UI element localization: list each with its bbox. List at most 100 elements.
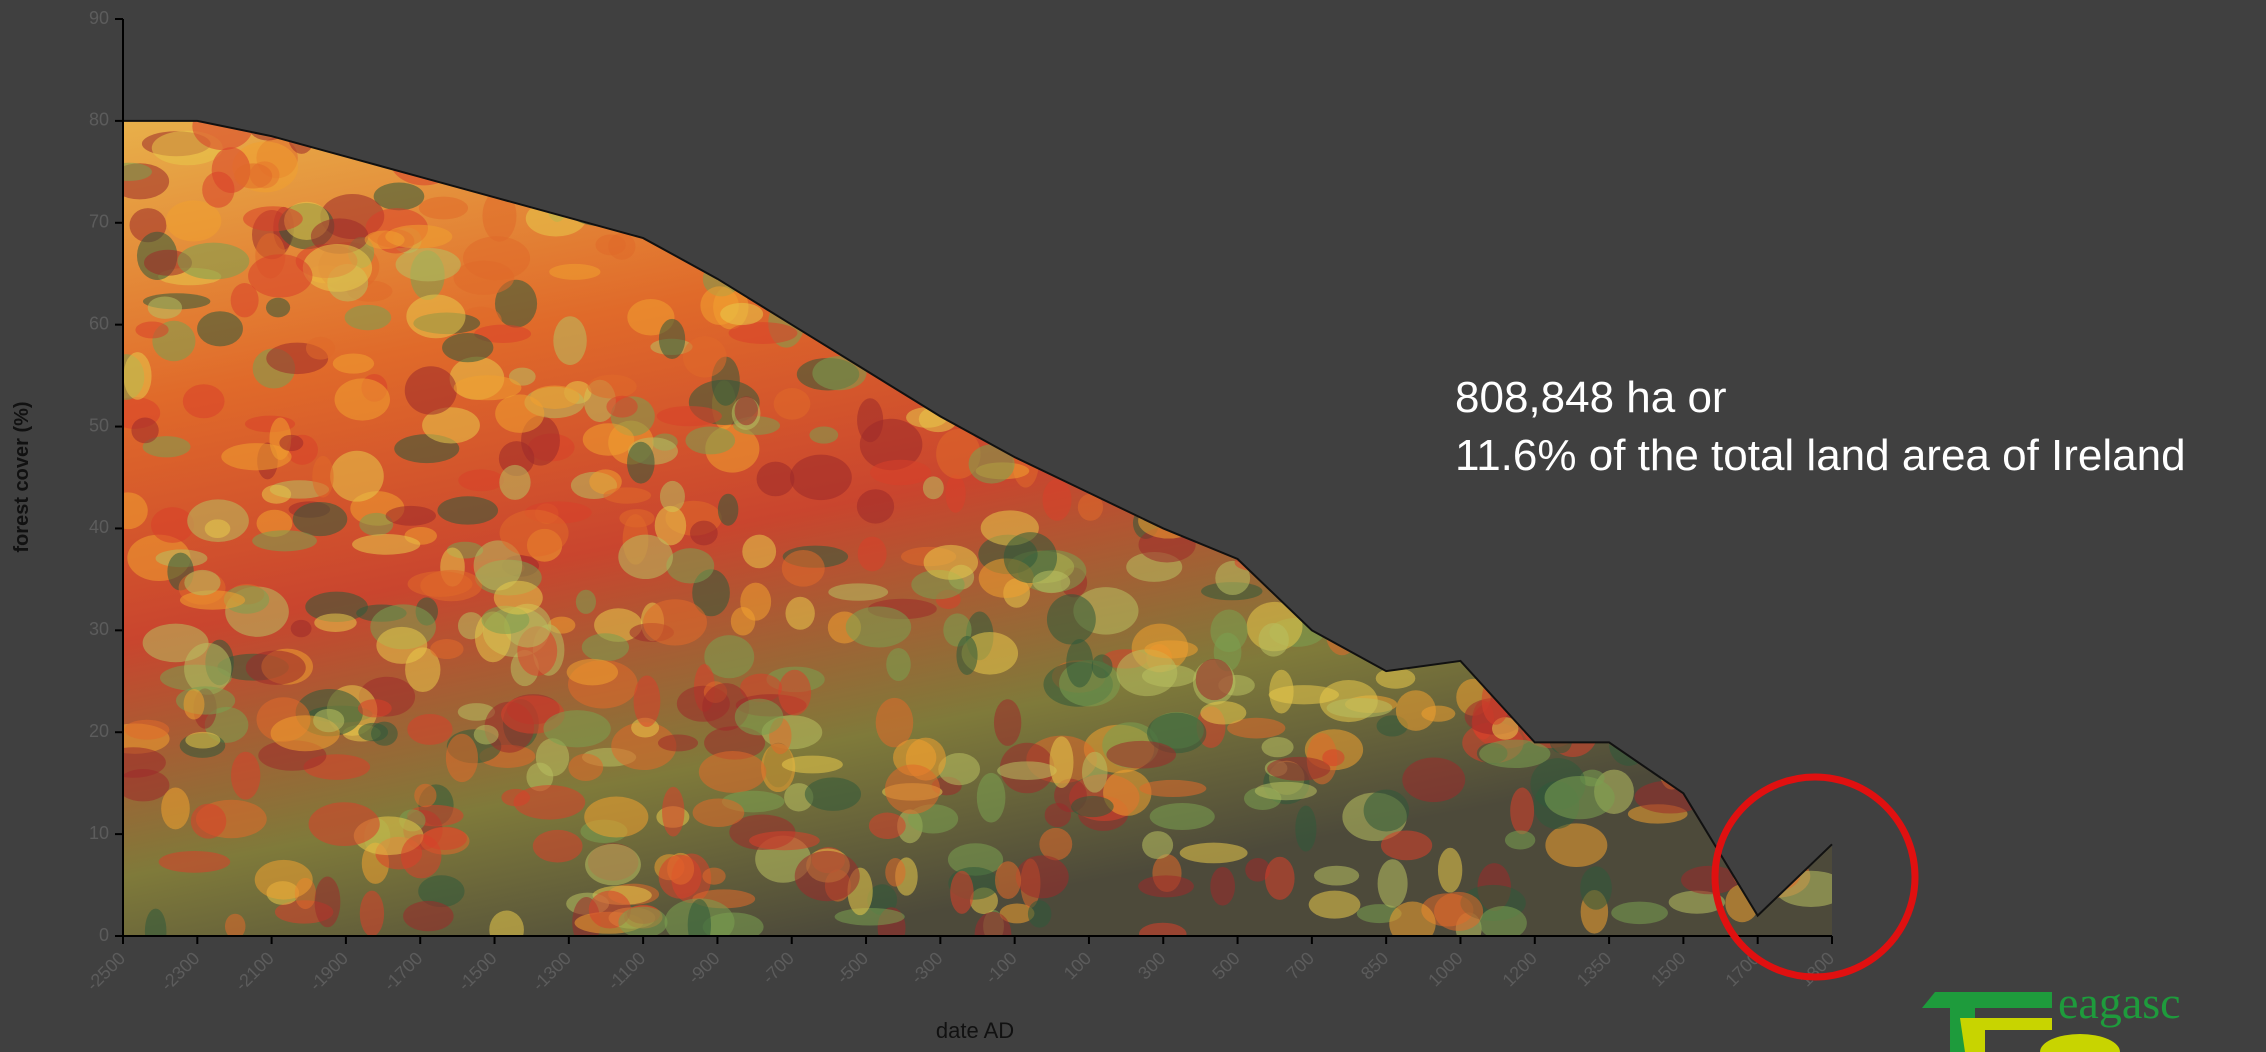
foliage-blob — [243, 206, 303, 231]
foliage-blob — [1049, 736, 1073, 788]
foliage-blob — [1150, 803, 1215, 830]
foliage-blob — [828, 583, 888, 600]
foliage-blob — [1043, 479, 1072, 521]
foliage-blob — [1378, 859, 1408, 907]
foliage-blob — [740, 583, 771, 621]
foliage-blob — [634, 675, 661, 726]
foliage-blob — [945, 474, 965, 512]
foliage-blob — [376, 627, 427, 664]
foliage-blob — [184, 570, 220, 595]
foliage-blob — [588, 375, 637, 399]
foliage-blob — [1196, 659, 1233, 700]
foliage-blob — [360, 891, 384, 937]
foliage-blob — [720, 303, 763, 325]
foliage-blob — [1032, 571, 1070, 594]
foliage-blob — [582, 633, 629, 661]
foliage-blob — [568, 754, 603, 781]
foliage-blob — [248, 254, 312, 297]
foliage-blob — [430, 639, 463, 659]
foliage-blob — [1200, 701, 1246, 724]
foliage-blob — [1142, 831, 1173, 859]
chart: 0102030405060708090-2500-2300-2100-1900-… — [0, 0, 2266, 1052]
foliage-blob — [309, 802, 380, 846]
foliage-blob — [1047, 594, 1096, 644]
foliage-blob — [458, 469, 504, 491]
foliage-blob — [997, 761, 1057, 780]
foliage-blob — [335, 378, 390, 420]
foliage-blob — [1580, 866, 1612, 909]
foliage-blob — [1611, 902, 1668, 925]
foliage-blob — [314, 613, 356, 631]
foliage-blob — [778, 670, 811, 716]
foliage-blob — [774, 388, 811, 420]
foliage-blob — [151, 507, 194, 543]
foliage-blob — [567, 659, 618, 686]
foliage-blob — [191, 804, 226, 839]
foliage-blob — [1139, 780, 1206, 797]
foliage-blob — [659, 855, 702, 899]
foliage-blob — [407, 714, 452, 745]
foliage-blob — [657, 406, 722, 426]
foliage-blob — [184, 689, 205, 720]
foliage-blob — [1039, 828, 1072, 860]
foliage-blob — [994, 699, 1021, 746]
foliage-blob — [1479, 906, 1527, 940]
foliage-blob — [125, 720, 170, 740]
foliage-blob — [790, 455, 852, 500]
foliage-blob — [553, 316, 586, 365]
foliage-blob — [1071, 796, 1114, 817]
foliage-blob — [785, 597, 814, 630]
foliage-blob — [618, 907, 667, 938]
foliage-blob — [1267, 757, 1330, 781]
foliage-blob — [454, 375, 522, 400]
foliage-blob — [643, 599, 707, 645]
foliage-blob — [1314, 866, 1359, 886]
foliage-blob — [148, 297, 182, 319]
foliage-blob — [500, 510, 569, 557]
foliage-blob — [159, 851, 231, 873]
foliage-blob — [180, 590, 245, 609]
foliage-blob — [782, 756, 843, 774]
foliage-blob — [858, 537, 887, 572]
foliage-blob — [1265, 857, 1295, 900]
foliage-blob — [358, 723, 388, 741]
foliage-blob — [543, 710, 610, 747]
foliage-blob — [885, 858, 905, 887]
foliage-blob — [533, 830, 583, 863]
foliage-blob — [1066, 639, 1093, 688]
foliage-blob — [1505, 831, 1535, 850]
foliage-blob — [330, 451, 384, 502]
foliage-blob — [627, 442, 655, 484]
foliage-blob — [401, 834, 442, 878]
y-tick-label: 60 — [89, 313, 109, 333]
foliage-blob — [735, 699, 784, 736]
foliage-blob — [603, 487, 651, 503]
foliage-blob — [782, 550, 825, 587]
foliage-blob — [795, 851, 860, 901]
foliage-blob — [514, 785, 586, 820]
foliage-blob — [735, 396, 758, 425]
foliage-blob — [161, 788, 190, 830]
foliage-blob — [385, 225, 452, 249]
foliage-blob — [303, 244, 372, 292]
foliage-blob — [474, 725, 499, 745]
foliage-blob — [886, 648, 911, 681]
foliage-blob — [437, 496, 498, 524]
foliage-blob — [576, 590, 596, 614]
foliage-blob — [291, 620, 312, 637]
foliage-blob — [358, 699, 392, 717]
foliage-blob — [549, 264, 600, 280]
foliage-blob — [1269, 670, 1293, 714]
foliage-blob — [718, 494, 738, 526]
foliage-blob — [1376, 668, 1416, 689]
foliage-blob — [857, 489, 894, 523]
foliage-blob — [183, 384, 225, 418]
foliage-blob — [396, 248, 461, 282]
foliage-blob — [1364, 789, 1409, 831]
foliage-blob — [406, 295, 465, 339]
foliage-blob — [1322, 749, 1344, 766]
foliage-blob — [1180, 843, 1248, 864]
foliage-blob — [279, 435, 303, 451]
foliage-blob — [408, 571, 473, 597]
foliage-blob — [995, 861, 1021, 899]
